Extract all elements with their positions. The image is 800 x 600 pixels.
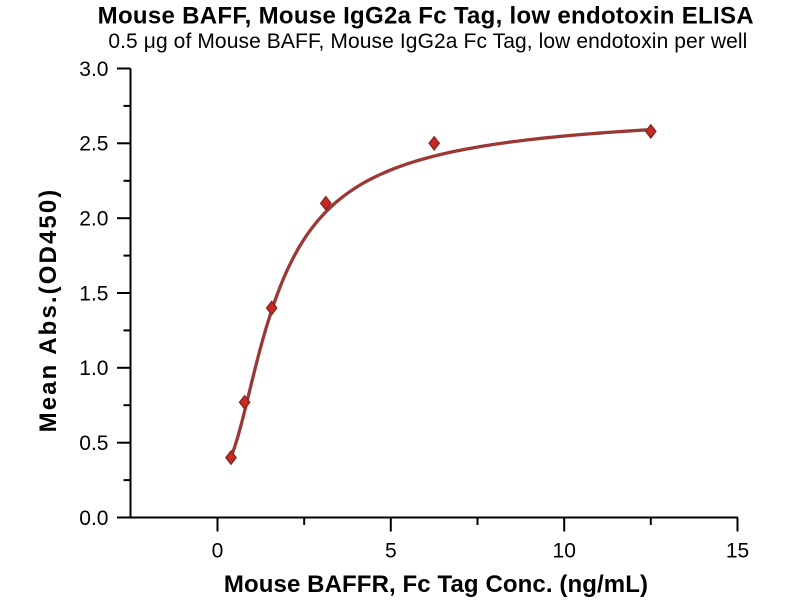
svg-text:Mouse BAFF, Mouse IgG2a Fc Tag: Mouse BAFF, Mouse IgG2a Fc Tag, low endo… — [98, 3, 754, 30]
svg-text:Mouse BAFFR, Fc Tag Conc. (ng/: Mouse BAFFR, Fc Tag Conc. (ng/mL) — [224, 571, 648, 598]
svg-text:0.5: 0.5 — [79, 432, 108, 455]
svg-text:15: 15 — [726, 540, 749, 563]
svg-text:3.0: 3.0 — [79, 58, 108, 81]
svg-text:0.0: 0.0 — [79, 507, 108, 530]
svg-text:0: 0 — [212, 540, 224, 563]
svg-text:1.5: 1.5 — [79, 282, 108, 305]
svg-text:0.5 μg of Mouse BAFF, Mouse Ig: 0.5 μg of Mouse BAFF, Mouse IgG2a Fc Tag… — [108, 30, 747, 53]
svg-text:1.0: 1.0 — [79, 357, 108, 380]
svg-text:5: 5 — [385, 540, 397, 563]
svg-text:10: 10 — [553, 540, 576, 563]
svg-text:Mean Abs.(OD450): Mean Abs.(OD450) — [35, 188, 62, 433]
svg-text:2.0: 2.0 — [79, 208, 108, 231]
svg-text:2.5: 2.5 — [79, 133, 108, 156]
